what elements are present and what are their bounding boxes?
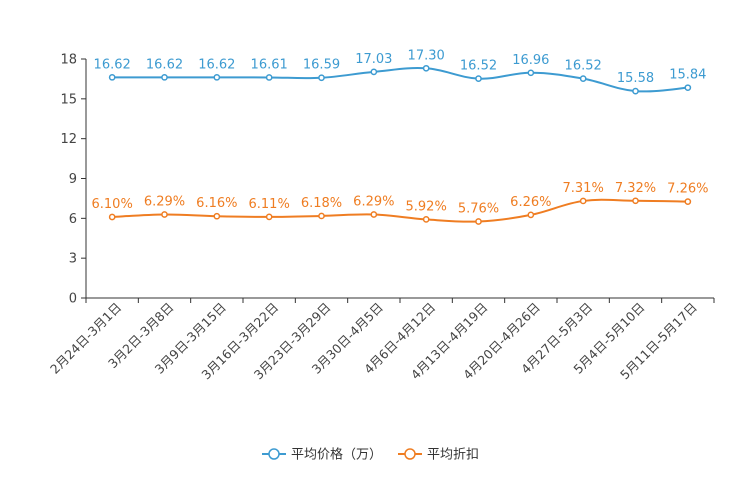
data-point-price[interactable] xyxy=(370,68,378,76)
data-label-price: 16.62 xyxy=(198,57,235,72)
y-axis: 0 3 6 9 12 15 18 xyxy=(60,53,87,307)
y-tick-label: 15 xyxy=(60,92,77,107)
data-label-price: 15.84 xyxy=(669,68,706,83)
data-point-price[interactable] xyxy=(684,84,692,92)
data-label-discount: 7.31% xyxy=(563,181,604,196)
data-label-price: 15.58 xyxy=(617,71,654,86)
legend-marker-icon xyxy=(404,448,416,460)
data-label-discount: 6.29% xyxy=(144,194,185,209)
data-label-discount: 6.16% xyxy=(196,196,237,211)
data-point-discount[interactable] xyxy=(108,213,116,221)
data-label-price: 16.61 xyxy=(251,57,288,72)
data-point-discount[interactable] xyxy=(265,213,273,221)
data-point-price[interactable] xyxy=(422,64,430,72)
data-label-discount: 6.18% xyxy=(301,196,342,211)
y-tick-label: 12 xyxy=(60,132,77,147)
data-label-price: 16.96 xyxy=(512,53,549,68)
data-point-price[interactable] xyxy=(579,75,587,83)
data-point-price[interactable] xyxy=(527,69,535,77)
legend-item-discount[interactable]: 平均折扣 xyxy=(398,448,479,463)
data-label-price: 17.30 xyxy=(408,48,445,63)
data-label-discount: 6.29% xyxy=(353,194,394,209)
data-label-price: 16.59 xyxy=(303,58,340,73)
legend-item-price[interactable]: 平均价格（万） xyxy=(262,447,382,463)
data-point-price[interactable] xyxy=(632,87,639,95)
data-point-price[interactable] xyxy=(318,74,325,82)
series-line-discount xyxy=(112,198,688,223)
data-point-price[interactable] xyxy=(213,73,221,81)
y-tick-label: 0 xyxy=(69,292,77,307)
series-line-price xyxy=(112,67,688,93)
data-point-discount[interactable] xyxy=(684,198,692,205)
data-label-discount: 7.26% xyxy=(667,182,708,197)
data-point-discount[interactable] xyxy=(318,212,325,220)
data-point-discount[interactable] xyxy=(475,218,482,225)
data-label-discount: 6.10% xyxy=(92,197,133,212)
y-tick-label: 6 xyxy=(69,212,77,227)
data-label-price: 17.03 xyxy=(355,52,392,67)
data-point-discount[interactable] xyxy=(213,212,221,220)
data-point-price[interactable] xyxy=(161,73,168,81)
x-axis: 2月24日-3月1日3月2日-3月8日3月9日-3月15日3月16日-3月22日… xyxy=(47,297,715,382)
data-point-discount[interactable] xyxy=(422,216,430,223)
data-label-price: 16.62 xyxy=(94,57,131,72)
data-label-price: 16.52 xyxy=(460,59,497,74)
data-point-price[interactable] xyxy=(265,74,273,81)
data-label-discount: 6.11% xyxy=(249,197,290,212)
data-point-discount[interactable] xyxy=(632,197,639,205)
data-label-discount: 5.76% xyxy=(458,202,499,217)
y-tick-label: 3 xyxy=(69,252,77,267)
legend-label: 平均折扣 xyxy=(427,448,479,463)
series-layer xyxy=(108,64,692,225)
legend-marker-icon xyxy=(268,448,280,460)
data-label-price: 16.52 xyxy=(565,59,602,74)
data-point-price[interactable] xyxy=(475,75,482,83)
data-label-discount: 7.32% xyxy=(615,181,656,196)
data-point-discount[interactable] xyxy=(527,211,535,219)
data-point-discount[interactable] xyxy=(579,197,587,205)
data-point-discount[interactable] xyxy=(161,211,168,218)
data-label-discount: 6.26% xyxy=(510,195,551,210)
data-point-discount[interactable] xyxy=(370,211,378,218)
y-tick-label: 9 xyxy=(69,172,77,187)
legend[interactable]: 平均价格（万） 平均折扣 xyxy=(262,447,479,463)
y-tick-label: 18 xyxy=(60,53,77,68)
data-label-discount: 5.92% xyxy=(406,199,447,214)
data-labels: 16.62 16.62 16.62 16.61 16.59 17.03 17.30 16.52… xyxy=(92,48,709,216)
data-label-price: 16.62 xyxy=(146,57,183,72)
legend-label: 平均价格（万） xyxy=(291,447,382,463)
data-point-price[interactable] xyxy=(108,73,116,81)
